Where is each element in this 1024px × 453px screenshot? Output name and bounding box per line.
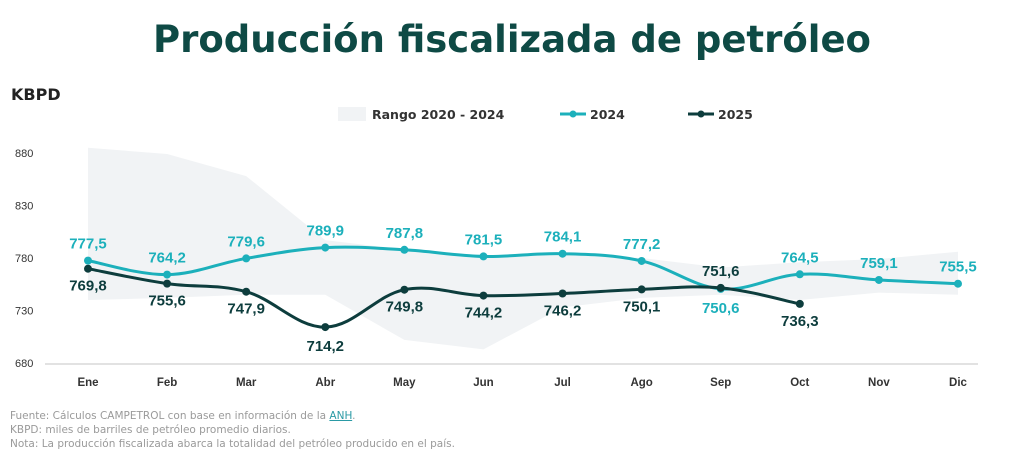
data-point-2024 [558,249,567,258]
data-point-2024 [84,256,92,265]
data-label-2025: 746,2 [544,302,582,319]
footer-note: Nota: La producción fiscalizada abarca l… [10,438,455,450]
data-point-2025 [795,299,804,308]
data-label-2024: 764,2 [148,250,186,267]
y-tick-label: 880 [15,148,33,160]
data-label-2024: 777,2 [623,236,661,253]
x-tick-label: Feb [157,377,177,389]
data-point-2024 [242,254,251,263]
data-point-2025 [242,287,251,296]
y-axis-label: KBPD [11,85,61,104]
data-label-2024: 755,5 [939,259,977,276]
data-label-2024: 784,1 [544,229,582,246]
data-point-2024 [795,270,804,279]
chart: 680 730 780 830 880 Ene Feb Mar Abr May Jun Jul Ago S… [15,107,978,389]
data-point-2025 [479,291,488,300]
data-label-2024: 777,5 [69,236,107,253]
x-tick-label: Dic [949,377,968,389]
data-point-2024 [400,245,409,254]
data-label-2025: 750,1 [623,298,661,315]
x-tick-label: Nov [868,377,890,389]
x-tick-label: Ago [630,377,652,389]
data-point-2024 [479,252,488,261]
data-label-2025: 714,2 [306,338,344,355]
data-label-2025: 747,9 [227,301,265,318]
legend-range-swatch [338,107,366,121]
chart-title: Producción fiscalizada de petróleo [153,18,871,61]
data-label-2024: 781,5 [465,231,503,248]
data-point-2025 [558,289,567,298]
x-tick-label: May [393,377,416,389]
source-suffix: . [352,410,356,422]
data-point-2024 [163,270,172,279]
data-point-2025 [716,283,725,292]
anh-link[interactable]: ANH [329,410,353,422]
data-label-2024: 750,6 [702,300,740,317]
legend-marker-2025 [697,110,705,118]
data-label-2025: 751,6 [702,263,740,280]
footer-source: Fuente: Cálculos CAMPETROL con base en i… [10,410,356,422]
y-tick-label: 730 [15,306,33,318]
x-tick-label: Jul [554,377,571,389]
data-point-2024 [874,275,883,284]
data-point-2024 [321,243,330,252]
y-tick-label: 830 [15,201,33,213]
y-tick-label: 680 [15,358,33,370]
data-label-2025: 744,2 [465,305,503,322]
x-tick-label: Abr [315,377,335,389]
x-tick-label: Mar [236,377,257,389]
data-label-2024: 789,9 [306,223,344,240]
range-band [88,147,958,350]
legend-marker-2024 [569,110,577,118]
x-tick-label: Oct [790,377,809,389]
x-tick-label: Sep [710,377,731,389]
legend-range-label: Rango 2020 - 2024 [372,107,505,122]
x-tick-label: Ene [77,377,98,389]
x-tick-label: Jun [473,377,493,389]
data-point-2025 [163,279,172,288]
data-point-2025 [321,323,330,332]
data-label-2024: 779,6 [227,233,265,250]
data-label-2024: 787,8 [386,225,424,242]
source-text: Fuente: Cálculos CAMPETROL con base en i… [10,410,330,422]
data-label-2024: 764,5 [781,249,819,266]
data-point-2024 [637,256,646,265]
legend-label-2024: 2024 [590,107,625,122]
data-point-2025 [400,285,409,294]
data-point-2025 [637,285,646,294]
data-point-2025 [84,264,92,273]
y-tick-label: 780 [15,253,33,265]
data-label-2025: 769,8 [69,278,107,295]
data-point-2024 [954,279,962,288]
data-label-2024: 759,1 [860,255,898,272]
data-label-2025: 755,6 [148,293,186,310]
footer-note-kbpd: KBPD: miles de barriles de petróleo prom… [10,424,291,436]
data-label-2025: 749,8 [386,299,424,316]
legend-label-2025: 2025 [718,107,753,122]
series-line-2025 [87,267,801,329]
data-label-2025: 736,3 [781,313,819,330]
